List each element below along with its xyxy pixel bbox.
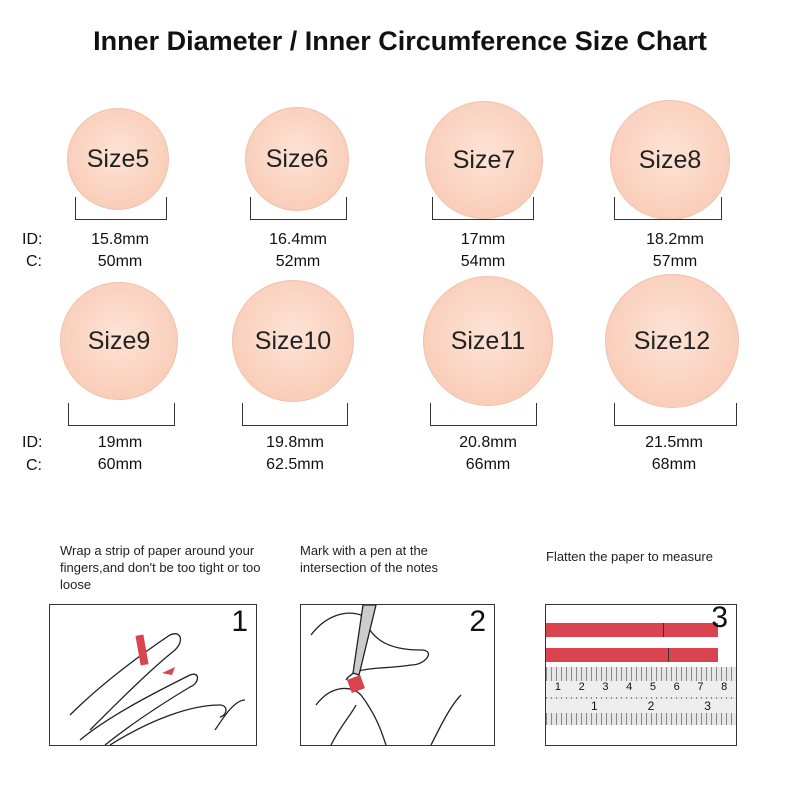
- cm-tick: 5: [649, 681, 656, 693]
- diameter-bracket: [432, 197, 534, 220]
- inner-diameter: 16.4mm: [269, 231, 327, 248]
- circumference: 57mm: [652, 253, 698, 270]
- cm-tick: 7: [697, 681, 704, 693]
- inch-tick: 2: [647, 699, 655, 713]
- inch-tick: 3: [704, 699, 711, 713]
- size-circle: Size10: [232, 280, 354, 402]
- cm-tick: 1: [554, 681, 561, 693]
- circumference: 68mm: [651, 456, 697, 473]
- size-circle: Size9: [60, 282, 178, 400]
- size-label: Size9: [87, 326, 151, 355]
- size-circle: Size5: [67, 108, 169, 210]
- size-values: 16.4mm 52mm: [228, 229, 368, 273]
- size-circle: Size12: [605, 274, 739, 408]
- pen-marking-icon: [310, 605, 462, 745]
- size-values: 21.5mm 68mm: [604, 432, 744, 476]
- size-values: 20.8mm 66mm: [418, 432, 558, 476]
- step-number: 3: [711, 604, 728, 634]
- size-label: Size6: [265, 144, 329, 173]
- size-label: Size12: [633, 326, 711, 355]
- paper-strip: [546, 648, 718, 662]
- diameter-bracket: [250, 197, 347, 220]
- size-label: Size7: [452, 145, 516, 174]
- step-2-text: Mark with a pen at the intersection of t…: [300, 543, 439, 575]
- c-label: C:: [26, 457, 42, 474]
- cm-tick: 2: [578, 681, 585, 693]
- step-number: 2: [469, 605, 486, 638]
- step-number: 1: [231, 605, 248, 638]
- inner-diameter: 21.5mm: [645, 434, 703, 451]
- circumference: 52mm: [275, 253, 321, 270]
- paper-strip: [546, 623, 718, 637]
- diameter-bracket: [614, 403, 737, 426]
- step-2-illustration: 2: [300, 604, 495, 746]
- hand-wrap-icon: [69, 633, 246, 745]
- inner-diameter: 19.8mm: [266, 434, 324, 451]
- inner-diameter: 19mm: [97, 434, 143, 451]
- diameter-bracket: [68, 403, 175, 426]
- cm-tick: 4: [626, 681, 633, 693]
- circumference: 62.5mm: [266, 456, 324, 473]
- inner-diameter: 17mm: [460, 231, 506, 248]
- circumference: 54mm: [460, 253, 506, 270]
- id-label: ID:: [22, 434, 43, 451]
- circumference: 60mm: [97, 456, 143, 473]
- inner-diameter: 20.8mm: [459, 434, 517, 451]
- size-circle: Size11: [423, 276, 553, 406]
- step-1-text: Wrap a strip of paper around your finger…: [60, 543, 261, 592]
- c-label: C:: [26, 253, 42, 270]
- diameter-bracket: [614, 197, 722, 220]
- size-circle: Size7: [425, 101, 543, 219]
- size-label: Size5: [86, 144, 150, 173]
- diameter-bracket: [242, 403, 348, 426]
- step-1-illustration: 1: [49, 604, 257, 746]
- circumference: 50mm: [97, 253, 143, 270]
- size-label: Size11: [450, 326, 526, 355]
- step-3-text: Flatten the paper to measure: [546, 549, 713, 564]
- inch-tick: 1: [590, 699, 598, 713]
- inner-diameter: 18.2mm: [646, 231, 704, 248]
- diameter-bracket: [430, 403, 537, 426]
- cm-tick: 8: [721, 681, 728, 693]
- size-values: 19.8mm 62.5mm: [225, 432, 365, 476]
- circumference: 66mm: [465, 456, 511, 473]
- size-values: 18.2mm 57mm: [605, 229, 745, 273]
- size-circle: Size6: [245, 107, 349, 211]
- page-title: Inner Diameter / Inner Circumference Siz…: [93, 26, 707, 56]
- diameter-bracket: [75, 197, 167, 220]
- size-values: 15.8mm 50mm: [50, 229, 190, 273]
- size-values: 17mm 54mm: [413, 229, 553, 273]
- id-label: ID:: [22, 231, 43, 248]
- size-values: 19mm 60mm: [50, 432, 190, 476]
- cm-tick: 6: [673, 681, 680, 693]
- size-label: Size8: [638, 145, 702, 174]
- inner-diameter: 15.8mm: [91, 231, 149, 248]
- cm-tick: 3: [602, 681, 609, 693]
- size-label: Size10: [254, 326, 332, 355]
